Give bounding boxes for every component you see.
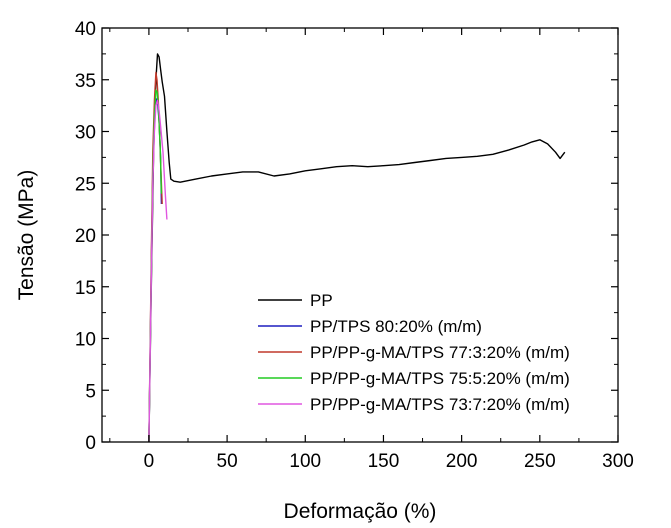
legend-label: PP/PP-g-MA/TPS 77:3:20% (m/m) xyxy=(310,343,570,362)
y-tick-label: 35 xyxy=(75,71,96,92)
x-tick-label: 0 xyxy=(144,451,155,472)
x-tick-label: 300 xyxy=(602,451,634,472)
x-tick-label: 200 xyxy=(446,451,478,472)
plot-lines xyxy=(148,53,566,443)
y-tick-label: 40 xyxy=(75,19,96,40)
legend-label: PP/PP-g-MA/TPS 73:7:20% (m/m) xyxy=(310,395,570,414)
x-tick-label: 250 xyxy=(524,451,556,472)
y-tick-label: 0 xyxy=(85,433,96,454)
y-tick-label: 25 xyxy=(75,174,96,195)
y-tick-label: 5 xyxy=(85,381,96,402)
series-line-1 xyxy=(148,53,566,443)
x-tick-label: 100 xyxy=(289,451,321,472)
legend-label: PP/PP-g-MA/TPS 75:5:20% (m/m) xyxy=(310,369,570,388)
y-tick-label: 15 xyxy=(75,278,96,299)
x-axis-title: Deformação (%) xyxy=(284,500,437,523)
y-axis-ticks: 0 5 10 15 20 25 30 35 40 xyxy=(75,19,618,454)
x-tick-label: 150 xyxy=(368,451,400,472)
legend-label: PP/TPS 80:20% (m/m) xyxy=(310,317,482,336)
y-axis-title: Tensão (MPa) xyxy=(15,170,38,301)
y-tick-label: 30 xyxy=(75,123,96,144)
series-line-5 xyxy=(148,99,168,443)
x-axis-ticks: 0 50 100 150 200 250 300 xyxy=(109,28,634,472)
legend: PP PP/TPS 80:20% (m/m) PP/PP-g-MA/TPS 77:3… xyxy=(258,291,570,414)
y-tick-label: 20 xyxy=(75,226,96,247)
x-tick-label: 50 xyxy=(217,451,238,472)
y-tick-label: 10 xyxy=(75,330,96,351)
legend-label: PP xyxy=(310,291,333,310)
